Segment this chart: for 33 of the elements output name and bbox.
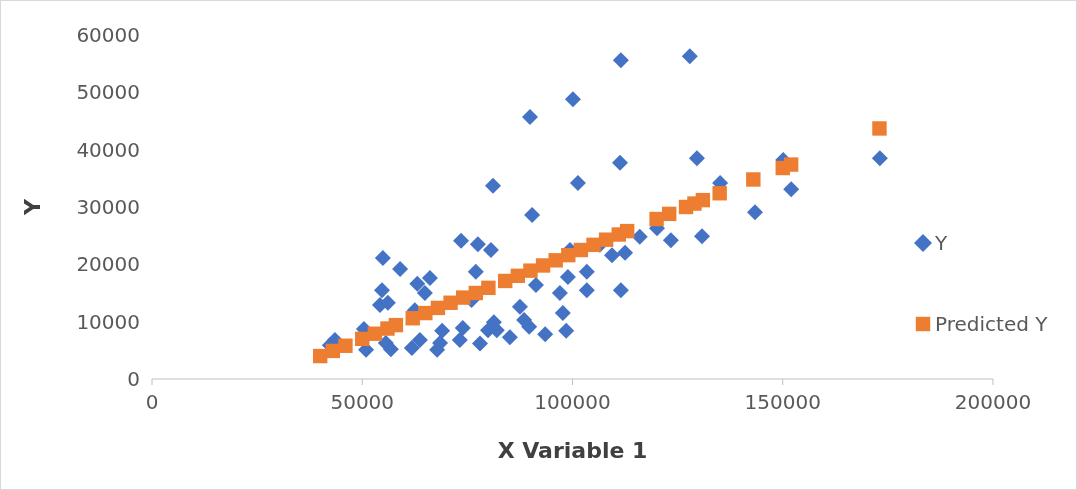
point: [481, 280, 496, 296]
y-tick-label: 20000: [76, 252, 140, 277]
x-tick-label: 150000: [744, 390, 821, 414]
x-tick-label: 0: [145, 390, 159, 414]
point: [619, 223, 635, 239]
point: [418, 305, 433, 321]
y-tick-label: 60000: [76, 23, 140, 47]
legend-label: Predicted Y: [935, 312, 1049, 336]
x-tick-label: 50000: [330, 390, 395, 414]
point: [872, 121, 887, 136]
y-tick-label: 30000: [76, 195, 140, 219]
y-tick-label: 40000: [76, 137, 140, 162]
x-tick-label: 200000: [954, 390, 1032, 414]
y-tick-label: 0: [127, 367, 140, 391]
x-axis-title: X Variable 1: [497, 438, 648, 463]
point: [712, 186, 727, 201]
point: [783, 157, 799, 172]
y-tick-label: 50000: [76, 80, 140, 105]
point: [561, 247, 576, 263]
y-axis-title: Y: [20, 197, 45, 216]
point: [586, 237, 601, 253]
point: [695, 192, 711, 208]
point: [746, 172, 761, 187]
x-tick-label: 100000: [534, 390, 611, 414]
y-tick-label: 10000: [76, 309, 140, 334]
point: [662, 206, 677, 222]
legend-label: Y: [934, 231, 948, 255]
point: [649, 211, 664, 227]
point: [388, 317, 404, 333]
point: [355, 331, 370, 347]
point: [313, 348, 328, 364]
point: [498, 273, 513, 289]
point: [338, 338, 353, 353]
